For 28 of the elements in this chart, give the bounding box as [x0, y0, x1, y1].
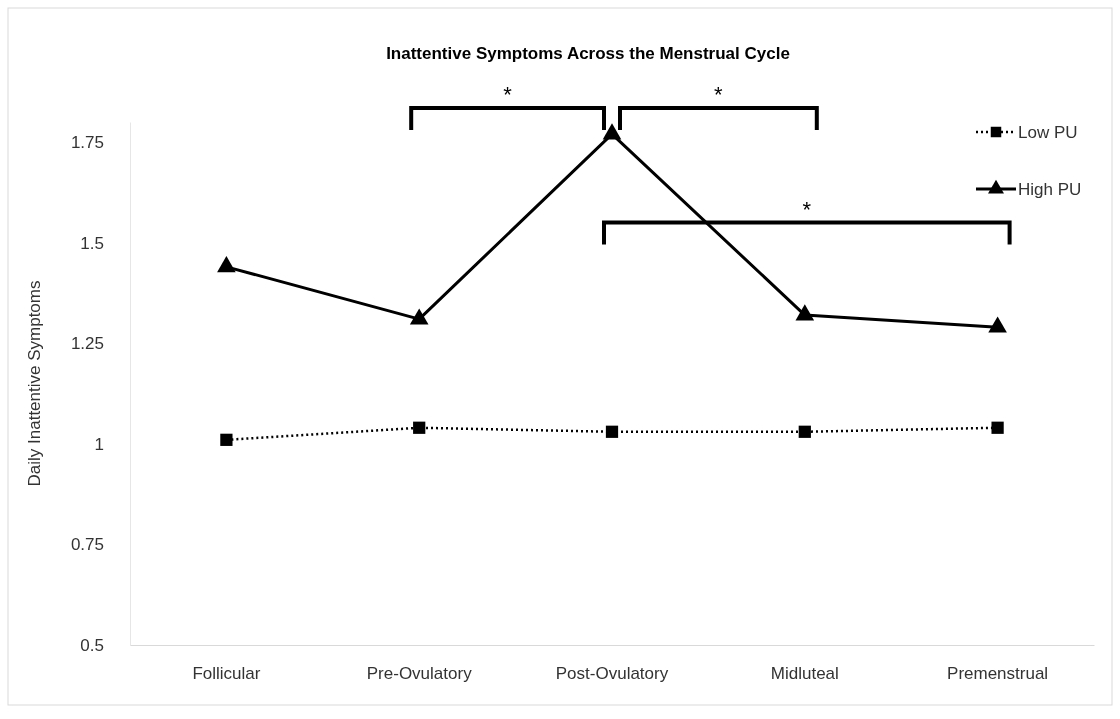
- point: [602, 123, 622, 140]
- point: [798, 425, 811, 438]
- x-tick-label: Midluteal: [770, 664, 839, 684]
- point: [217, 256, 236, 273]
- x-tick-label: Post-Ovulatory: [555, 664, 669, 684]
- x-tick-label: Premenstrual: [947, 664, 1049, 684]
- y-axis-title: Daily Inattentive Symptoms: [25, 280, 44, 487]
- text: *: [714, 81, 724, 107]
- point: [605, 425, 619, 438]
- y-tick-label: 1.5: [80, 233, 104, 253]
- x-tick-label: Pre-Ovulatory: [366, 664, 473, 684]
- point: [991, 421, 1004, 434]
- y-tick-label: 1.25: [70, 334, 104, 354]
- legend-label: High PU: [1018, 180, 1082, 199]
- point: [220, 433, 233, 446]
- point: [409, 308, 429, 325]
- y-tick-label: 1: [94, 434, 104, 454]
- chart-title: Inattentive Symptoms Across the Menstrual Cycle: [386, 44, 790, 63]
- point: [795, 304, 815, 321]
- annotation: *: [802, 196, 812, 222]
- point: [413, 421, 426, 434]
- y-tick-label: 0.75: [70, 535, 104, 555]
- y-tick-label: 1.75: [70, 133, 104, 153]
- legend-label: Low PU: [1018, 123, 1078, 142]
- x-tick-label: Follicular: [192, 664, 261, 684]
- point: [988, 316, 1007, 333]
- y-tick-label: 0.5: [80, 635, 104, 655]
- text: *: [503, 81, 513, 107]
